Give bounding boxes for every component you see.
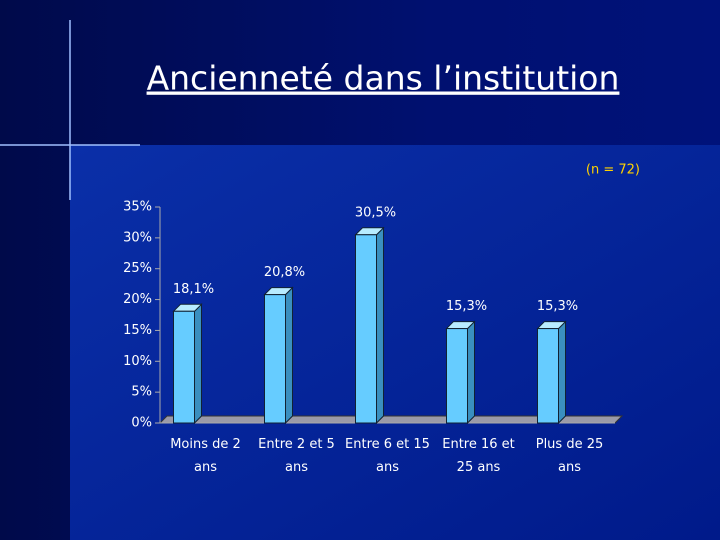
subtitle: (n = 72) — [586, 163, 640, 178]
bar — [355, 234, 377, 424]
bar — [446, 328, 468, 424]
x-tick-label: Entre 2 et 5 ans — [258, 437, 335, 475]
panel — [70, 145, 720, 540]
y-tick-label: 30% — [123, 230, 152, 245]
value-label: 15,3% — [446, 299, 487, 314]
bar-side — [558, 320, 566, 425]
y-tick-label: 10% — [123, 354, 152, 369]
bar-side — [285, 286, 293, 425]
x-tick-label: Moins de 2 ans — [170, 437, 241, 475]
value-label: 20,8% — [264, 265, 305, 280]
value-label: 18,1% — [173, 282, 214, 297]
y-tick-label: 20% — [123, 292, 152, 307]
x-tick-label: Plus de 25 ans — [535, 437, 604, 475]
y-tick-label: 35% — [123, 200, 152, 215]
x-tick-label: Entre 6 et 15 ans — [345, 437, 430, 475]
title: Ancienneté dans l’institution — [147, 59, 620, 98]
y-tick-label: 25% — [123, 261, 152, 276]
value-label: 15,3% — [537, 299, 578, 314]
y-tick-label: 15% — [123, 323, 152, 338]
bar — [264, 294, 286, 424]
bar-side — [467, 320, 475, 425]
value-label: 30,5% — [355, 205, 396, 220]
x-tick-label: Entre 16 et 25 ans — [442, 437, 515, 475]
bar — [173, 310, 195, 424]
bar-side — [194, 303, 202, 425]
bar-side — [376, 226, 384, 425]
y-tick-label: 5% — [131, 385, 152, 400]
y-tick-label: 0% — [131, 416, 152, 431]
bar — [537, 328, 559, 424]
